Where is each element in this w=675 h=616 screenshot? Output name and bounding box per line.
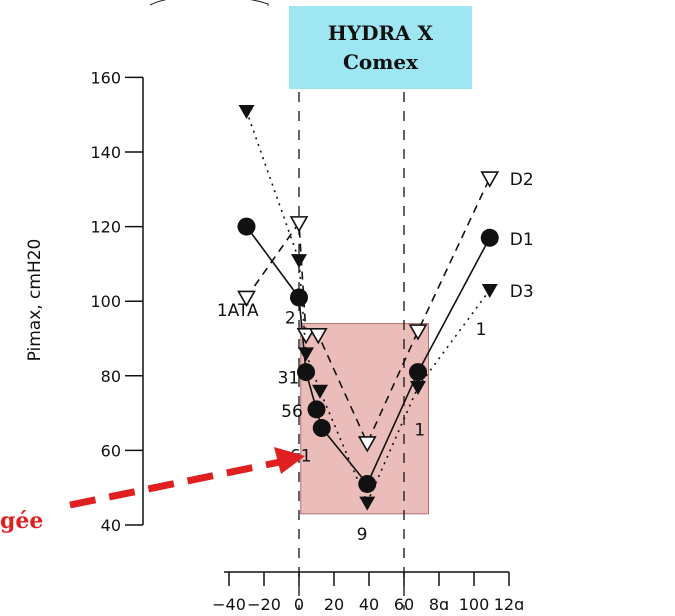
point-D1-1 [290,288,308,307]
point-D2-1 [289,216,309,233]
annotation-7: 1 [476,320,487,340]
arrow-label: gée [0,508,43,534]
point-D1-0 [237,217,256,236]
legend-D1: D1 [510,230,534,250]
x-tick-label-4: 40 [359,595,379,614]
annotation-0: 1ATA [217,301,259,321]
series-layer [237,104,500,511]
point-D3-0 [238,104,255,119]
point-D3-6 [481,284,498,299]
point-D3-2 [298,347,314,362]
y-tick-label-2: 80 [101,367,121,386]
y-tick-label-4: 120 [90,218,121,237]
point-D3-5 [410,380,426,395]
annotation-1: 2 [285,309,296,329]
x-tick-label-6: 8ɑ [429,595,449,614]
point-D2-3 [308,327,328,345]
point-D1-5 [358,474,377,493]
annotation-3: 56 [281,402,303,422]
annotation-2: 31 [278,368,300,388]
point-D1-7 [480,228,499,247]
point-D2-2 [296,327,316,345]
point-D2-6 [480,171,500,188]
point-D1-3 [307,400,326,419]
point-D3-1 [291,254,307,269]
annotation-6: 1 [414,420,425,440]
point-D3-4 [359,496,376,511]
point-D1-6 [409,363,427,382]
y-tick-label-1: 60 [101,441,121,460]
y-axis-label: Pimax, cmH20 [25,239,45,362]
x-tick-label-7: 100 [459,595,490,614]
legend-D2: D2 [510,170,534,190]
labels-layer: D1D2D31ATA2315661911 [217,170,534,545]
point-D1-4 [312,419,331,438]
arrow-layer: gée [0,447,305,534]
red-arrow-shaft [69,458,281,509]
y-tick-label-6: 160 [90,68,121,87]
x-tick-label-5: 60 [394,595,414,614]
y-tick-label-3: 100 [90,292,121,311]
x-tick-label-8: 12ɑ [494,595,525,614]
annotation-5: 9 [357,525,368,545]
series-line-D1 [245,226,491,486]
point-D2-4 [357,436,377,453]
point-D3-3 [312,384,328,399]
point-D2-5 [408,324,428,341]
x-tick-label-3: 20 [324,595,344,614]
hydra-banner: HYDRA X Comex [289,6,472,89]
point-D1-2 [297,363,315,382]
red-arrow-head [274,447,305,474]
banner-line-1: HYDRA X [327,20,434,45]
scribble-mark [149,0,269,6]
x-tick-label-0: −40 [212,595,246,614]
y-tick-label-0: 40 [101,516,121,535]
x-tick-label-2: 0 [294,595,304,614]
legend-D3: D3 [510,282,534,302]
y-tick-label-5: 140 [90,143,121,162]
x-tick-label-1: −20 [247,595,281,614]
point-D2-0 [237,290,256,308]
banner-line-2: Comex [342,49,419,74]
